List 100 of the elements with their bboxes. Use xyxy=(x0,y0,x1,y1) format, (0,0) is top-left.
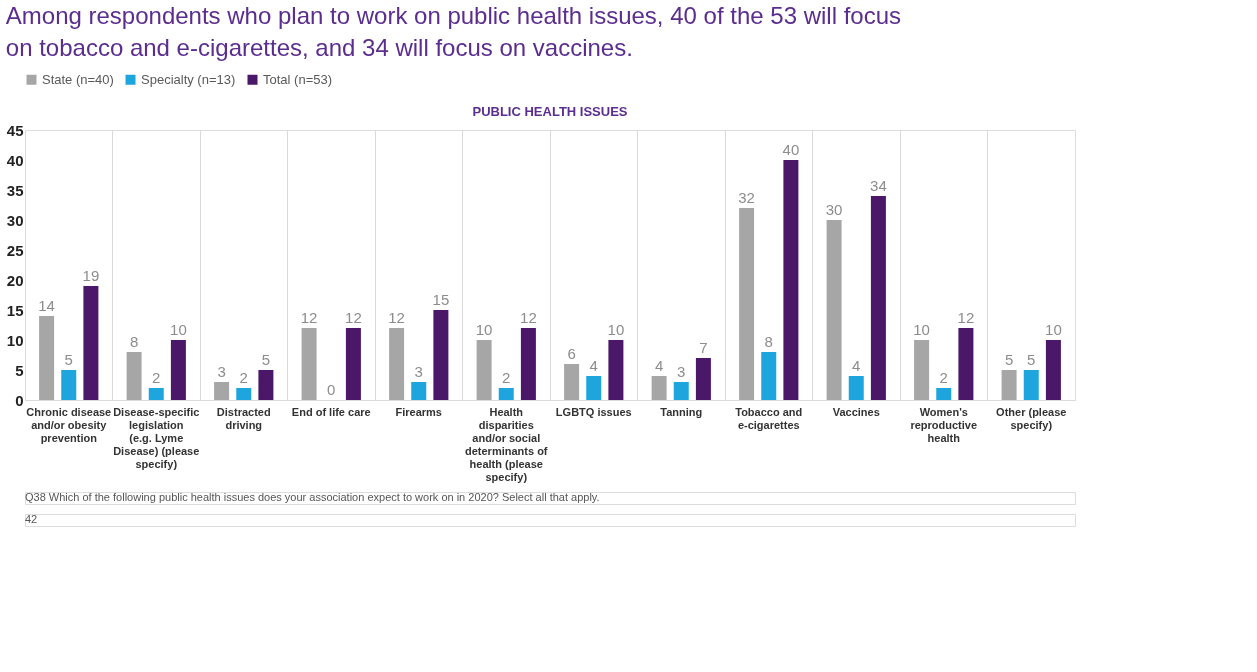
bar xyxy=(761,352,777,400)
data-label: 12 xyxy=(345,309,362,326)
bar xyxy=(411,382,427,400)
data-label: 4 xyxy=(852,357,861,374)
text: 42 xyxy=(25,513,38,525)
bar xyxy=(673,382,689,400)
bar xyxy=(345,328,361,400)
y-tick-label: 10 xyxy=(6,331,24,349)
data-label: 12 xyxy=(388,309,405,326)
legend-label: Specialty (n=13) xyxy=(141,71,236,87)
bar xyxy=(258,370,274,400)
bar xyxy=(1001,370,1017,400)
bar xyxy=(498,388,514,400)
x-tick-label: Other (please specify) xyxy=(996,405,1067,431)
data-label: 19 xyxy=(82,267,100,284)
bar xyxy=(739,208,755,400)
bar xyxy=(170,340,186,400)
bar xyxy=(433,310,449,400)
y-tick-label: 20 xyxy=(6,271,24,289)
y-tick-label: 15 xyxy=(6,301,24,319)
data-label: 3 xyxy=(217,363,226,380)
chart-title: Among respondents who plan to work on public health issues, 40 of the 53 will focus on tobacco and e-cigarettes, and 34 will focus on vaccines. xyxy=(5,2,902,61)
y-tick-label: 25 xyxy=(6,241,24,259)
data-label: 32 xyxy=(738,189,755,206)
bar xyxy=(148,388,164,400)
data-label: 10 xyxy=(607,321,625,338)
data-label: 8 xyxy=(129,333,139,350)
y-tick-label: 35 xyxy=(6,181,24,199)
y-tick-label: 5 xyxy=(15,361,24,379)
bar xyxy=(301,328,317,400)
data-label: 2 xyxy=(939,369,948,386)
data-label: 5 xyxy=(64,351,73,368)
x-tick-label: Firearms xyxy=(395,405,442,418)
data-label: 0 xyxy=(327,381,336,398)
data-label: 10 xyxy=(475,321,493,338)
bar xyxy=(83,286,99,400)
bar xyxy=(476,340,492,400)
bar xyxy=(783,160,799,400)
data-label: 10 xyxy=(1045,321,1062,338)
legend-label: Total (n=53) xyxy=(263,71,333,87)
data-label: 3 xyxy=(414,363,423,380)
data-label: 15 xyxy=(432,291,450,308)
bar xyxy=(651,376,667,400)
data-label: 10 xyxy=(913,321,930,338)
y-tick-label: 45 xyxy=(6,121,24,139)
bar xyxy=(214,382,230,400)
y-tick-label: 30 xyxy=(6,211,24,229)
x-tick-label: Tobacco and e-cigarettes xyxy=(735,405,803,431)
bar xyxy=(848,376,864,400)
data-label: 30 xyxy=(825,201,843,218)
bar xyxy=(126,352,142,400)
bar xyxy=(1023,370,1039,400)
bar xyxy=(1045,340,1061,400)
data-label: 12 xyxy=(300,309,318,326)
bar xyxy=(936,388,952,400)
bar xyxy=(608,340,624,400)
data-label: 3 xyxy=(677,363,686,380)
bar xyxy=(389,328,405,400)
text: Q38 Which of the following public health issues does your association expect to work on in 2020? Select all that apply. xyxy=(25,491,600,503)
y-tick-label: 0 xyxy=(15,391,24,409)
x-tick-label: Chronic disease and/or obesity prevention xyxy=(26,405,112,444)
bar xyxy=(826,220,842,400)
data-label: 10 xyxy=(170,321,187,338)
bar xyxy=(586,376,602,400)
data-label: 2 xyxy=(152,369,161,386)
data-label: 5 xyxy=(1004,351,1014,368)
data-label: 2 xyxy=(239,369,248,386)
bar xyxy=(958,328,974,400)
bar xyxy=(870,196,886,400)
bar xyxy=(914,340,930,400)
bar xyxy=(564,364,580,400)
legend-label: State (n=40) xyxy=(42,71,114,87)
x-tick-label: LGBTQ issues xyxy=(555,405,632,418)
data-label: 8 xyxy=(764,333,773,350)
bar xyxy=(236,388,252,400)
chart-subtitle: PUBLIC HEALTH ISSUES xyxy=(472,104,628,119)
data-label: 40 xyxy=(782,141,800,158)
data-label: 4 xyxy=(589,357,598,374)
data-label: 4 xyxy=(654,357,664,374)
x-tick-label: Tanning xyxy=(660,405,703,418)
bar xyxy=(520,328,536,400)
bar xyxy=(61,370,77,400)
data-label: 14 xyxy=(38,297,55,314)
x-tick-label: End of life care xyxy=(291,405,371,418)
bar xyxy=(695,358,711,400)
x-tick-label: Health disparities and/or social determinants of health (please specify) xyxy=(464,405,548,483)
data-label: 7 xyxy=(699,339,708,356)
data-label: 12 xyxy=(957,309,975,326)
x-tick-label: Disease-specific legislation (e.g. Lyme Disease) (please specify) xyxy=(113,405,200,470)
x-tick-label: Distracted driving xyxy=(216,405,271,431)
y-tick-label: 40 xyxy=(6,151,24,169)
data-label: 34 xyxy=(870,177,887,194)
x-tick-label: Women's reproductive health xyxy=(910,405,978,444)
bar xyxy=(39,316,55,400)
x-tick-label: Vaccines xyxy=(832,405,880,418)
data-label: 6 xyxy=(567,345,576,362)
data-label: 2 xyxy=(502,369,511,386)
data-label: 12 xyxy=(520,309,537,326)
data-label: 5 xyxy=(261,351,271,368)
data-label: 5 xyxy=(1027,351,1036,368)
